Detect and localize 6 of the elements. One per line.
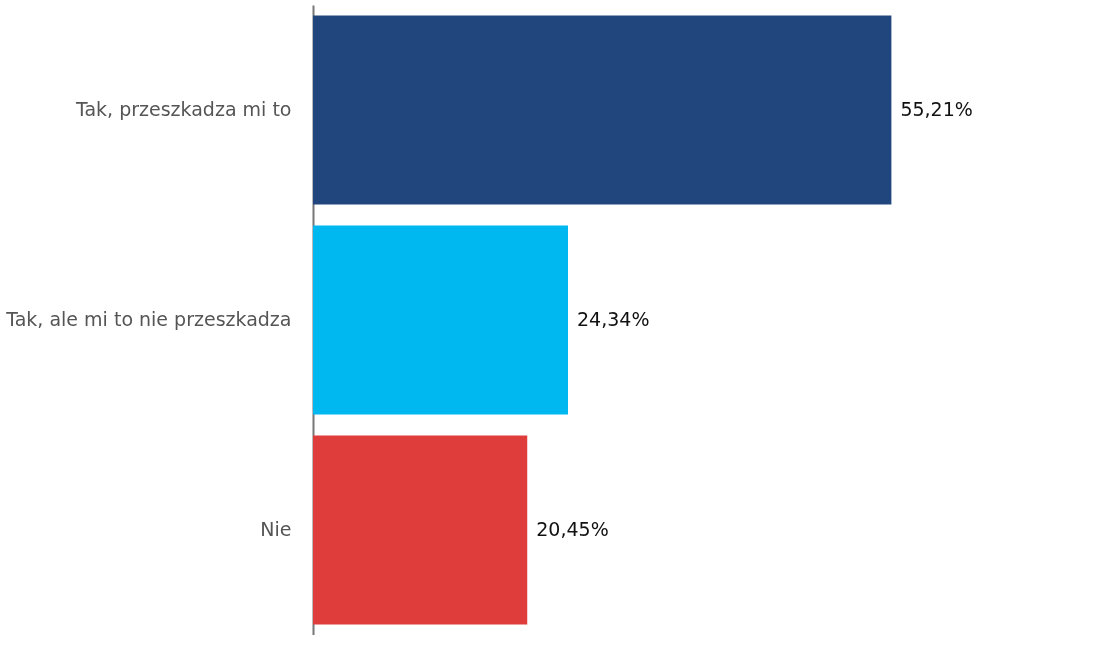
y-tick-label: Tak, ale mi to nie przeszkadza bbox=[5, 308, 292, 330]
y-tick-label: Tak, przeszkadza mi to bbox=[74, 98, 292, 120]
data-label: 24,34% bbox=[576, 308, 650, 330]
data-label: 55,21% bbox=[900, 98, 973, 120]
data-label: 20,45% bbox=[536, 518, 609, 540]
y-tick-label: Nie bbox=[260, 518, 292, 540]
